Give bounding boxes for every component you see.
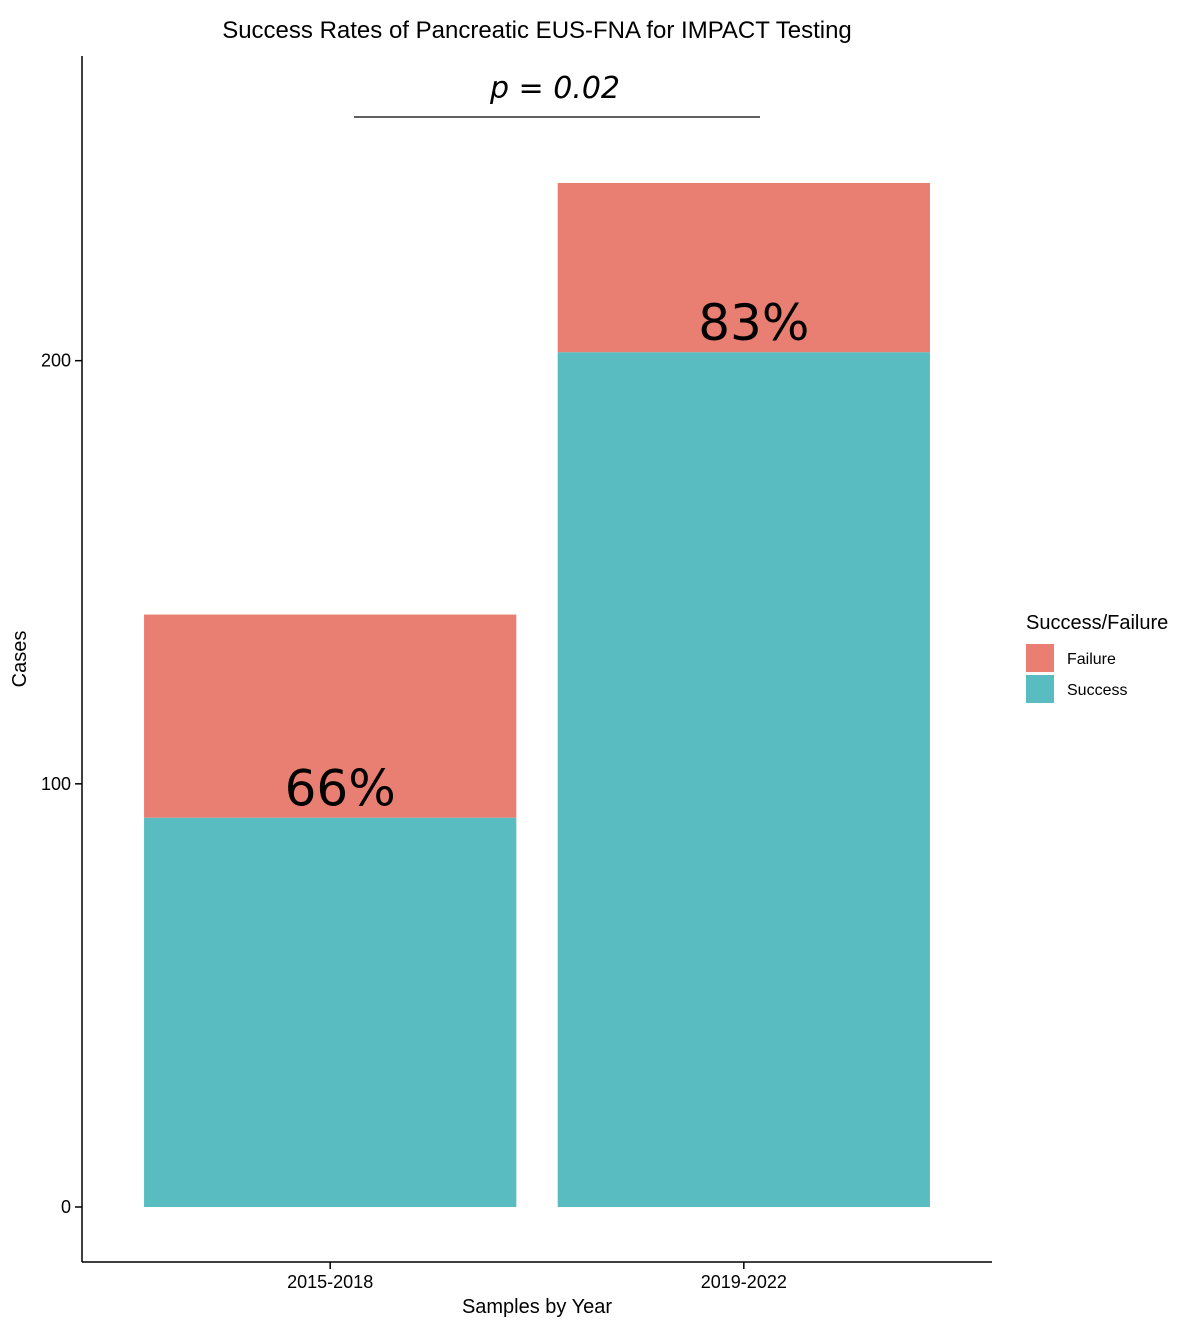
x-tick-label: 2015-2018 (287, 1272, 373, 1292)
legend-swatch-failure (1026, 644, 1054, 672)
x-axis-label: Samples by Year (462, 1296, 612, 1318)
bar-success-2019-2022 (557, 352, 930, 1207)
y-ticks: 0 100 200 (41, 351, 82, 1217)
bar-failure-2015-2018 (144, 614, 517, 818)
bar-failure-2019-2022 (557, 182, 930, 353)
bar-percent-label: 83% (698, 294, 809, 352)
bar-success-2015-2018 (144, 817, 517, 1207)
y-axis-label: Cases (9, 631, 31, 688)
bar-percent-label: 66% (285, 760, 396, 818)
legend-label-failure: Failure (1067, 651, 1116, 668)
y-tick-label: 0 (61, 1197, 71, 1217)
chart-title: Success Rates of Pancreatic EUS-FNA for … (222, 17, 852, 44)
p-value-annotation: p = 0.02 (489, 71, 620, 106)
legend-swatch-success (1026, 675, 1054, 703)
legend-items: Failure Success (1026, 644, 1127, 703)
bar-labels-layer: 66% 83% (285, 294, 810, 817)
x-tick-label: 2019-2022 (701, 1272, 787, 1292)
legend: Success/Failure Failure Success (1026, 612, 1168, 703)
y-tick-label: 200 (41, 351, 71, 371)
legend-title: Success/Failure (1026, 612, 1168, 634)
bars-layer (144, 182, 930, 1207)
x-ticks: 2015-2018 2019-2022 (287, 1262, 787, 1292)
y-tick-label: 100 (41, 774, 71, 794)
legend-label-success: Success (1067, 682, 1127, 699)
